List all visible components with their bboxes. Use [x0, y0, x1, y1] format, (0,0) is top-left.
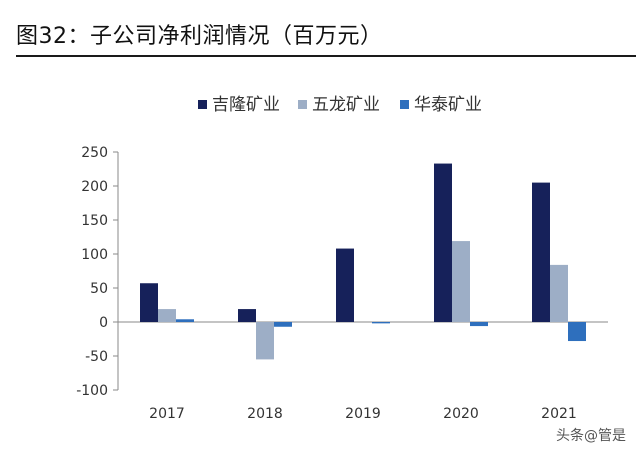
- legend-swatch-3: [400, 100, 409, 109]
- bar-2019-series-1: [336, 248, 354, 322]
- bar-2020-series-3: [470, 322, 488, 327]
- bar-2021-series-2: [550, 264, 568, 322]
- y-axis: -100 -50 0 50 100 150 200 250: [76, 145, 119, 399]
- x-tick-label: 2021: [541, 406, 577, 422]
- watermark: 头条@管是: [556, 428, 626, 444]
- x-axis: 2017 2018 2019 2020 2021: [118, 321, 608, 422]
- x-tick-label: 2019: [345, 406, 381, 422]
- y-tick-label: 150: [81, 213, 108, 229]
- bars: [140, 163, 586, 360]
- figure-title: 图32：子公司净利润情况（百万元）: [16, 24, 383, 49]
- y-tick-label: 100: [81, 247, 108, 263]
- bar-2021-series-1: [532, 182, 550, 322]
- bar-2018-series-1: [238, 309, 256, 322]
- x-tick-label: 2020: [443, 406, 479, 422]
- bar-2021-series-3: [568, 322, 586, 342]
- y-tick-label: 50: [90, 281, 108, 297]
- bar-2020-series-2: [452, 241, 470, 322]
- bar-2018-series-3: [274, 322, 292, 327]
- legend-label-1: 吉隆矿业: [212, 95, 280, 115]
- bar-2017-series-2: [158, 309, 176, 322]
- bar-2019-series-3: [372, 322, 390, 324]
- y-tick-label: 0: [99, 315, 108, 331]
- legend-label-3: 华泰矿业: [414, 95, 482, 115]
- bar-2020-series-1: [434, 163, 452, 322]
- bar-2018-series-2: [256, 322, 274, 360]
- chart-legend: 吉隆矿业 五龙矿业 华泰矿业: [198, 95, 482, 115]
- legend-swatch-1: [198, 100, 207, 109]
- legend-label-2: 五龙矿业: [312, 95, 380, 115]
- y-tick-label: 200: [81, 179, 108, 195]
- y-tick-label: -100: [76, 383, 108, 399]
- bar-2017-series-1: [140, 283, 158, 322]
- y-tick-label: -50: [85, 349, 108, 365]
- y-tick-label: 250: [81, 145, 108, 161]
- x-tick-label: 2018: [247, 406, 283, 422]
- legend-swatch-2: [298, 100, 307, 109]
- title-divider: [16, 55, 636, 57]
- bar-2017-series-3: [176, 319, 194, 322]
- x-tick-label: 2017: [149, 406, 185, 422]
